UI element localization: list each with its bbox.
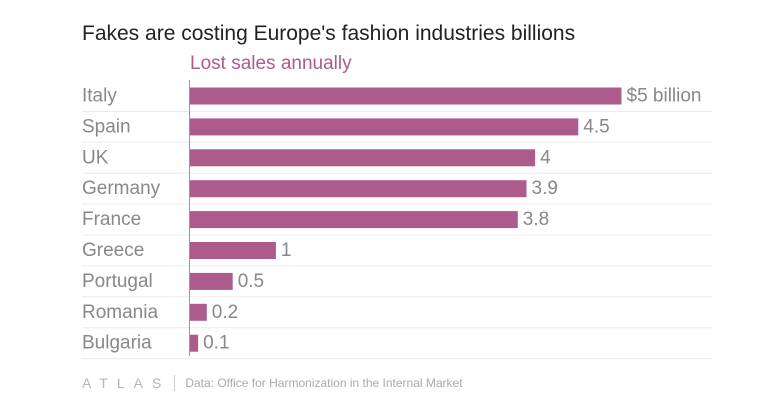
value-label: 4.5 <box>583 116 609 137</box>
bar <box>189 149 536 167</box>
category-label: France <box>82 209 141 230</box>
value-label: 3.9 <box>532 178 558 199</box>
value-label: 0.2 <box>212 302 238 323</box>
data-source: Data: Office for Harmonization in the In… <box>185 376 463 390</box>
category-label: Italy <box>82 86 117 107</box>
value-label: 3.8 <box>523 209 549 230</box>
bar <box>189 211 518 229</box>
value-label: 4 <box>540 147 551 168</box>
atlas-logo: ATLAS <box>82 375 171 391</box>
value-label: 1 <box>281 240 292 261</box>
value-label: 0.1 <box>203 333 229 354</box>
bar <box>189 272 233 290</box>
bar <box>189 334 199 352</box>
value-label: 0.5 <box>238 271 264 292</box>
category-label: Portugal <box>82 271 153 292</box>
category-label: Germany <box>82 178 161 199</box>
bar <box>189 303 207 321</box>
category-label: Spain <box>82 116 131 137</box>
bar <box>189 87 622 105</box>
chart-subtitle: Lost sales annually <box>190 53 352 74</box>
bar <box>189 180 527 198</box>
category-label: Romania <box>82 302 158 323</box>
value-label: $5 billion <box>627 86 702 107</box>
chart-footer: ATLAS Data: Office for Harmonization in … <box>82 373 463 393</box>
chart-title: Fakes are costing Europe's fashion indus… <box>82 22 576 45</box>
bar <box>189 118 579 136</box>
category-label: Greece <box>82 240 144 261</box>
category-label: UK <box>82 147 109 168</box>
bar <box>189 242 276 259</box>
category-label: Bulgaria <box>82 333 152 354</box>
footer-divider <box>174 375 176 391</box>
